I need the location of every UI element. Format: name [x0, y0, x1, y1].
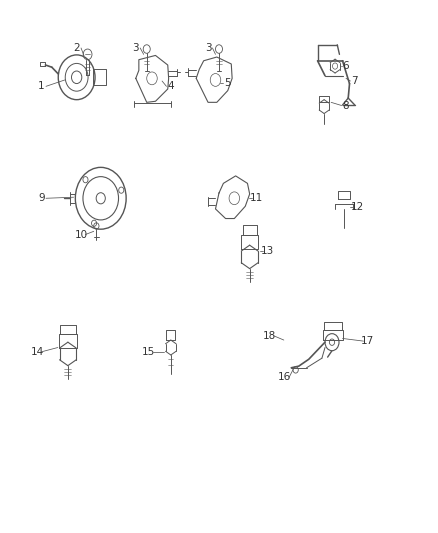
Text: 14: 14: [31, 347, 44, 357]
Text: 15: 15: [142, 347, 155, 357]
Text: 12: 12: [350, 202, 364, 212]
Text: 7: 7: [351, 76, 358, 86]
Text: 10: 10: [74, 230, 88, 239]
Text: 16: 16: [278, 373, 291, 382]
Text: 5: 5: [224, 78, 231, 87]
Text: 18: 18: [263, 331, 276, 341]
Text: 9: 9: [38, 193, 45, 203]
Text: 8: 8: [343, 101, 350, 110]
Text: 4: 4: [167, 82, 174, 91]
Text: 6: 6: [343, 61, 350, 71]
Text: 1: 1: [38, 82, 45, 91]
Text: 11: 11: [250, 193, 263, 203]
Text: 3: 3: [132, 43, 139, 53]
Text: 3: 3: [205, 43, 212, 53]
Text: 13: 13: [261, 246, 274, 255]
Text: 2: 2: [73, 43, 80, 53]
Text: 17: 17: [361, 336, 374, 346]
